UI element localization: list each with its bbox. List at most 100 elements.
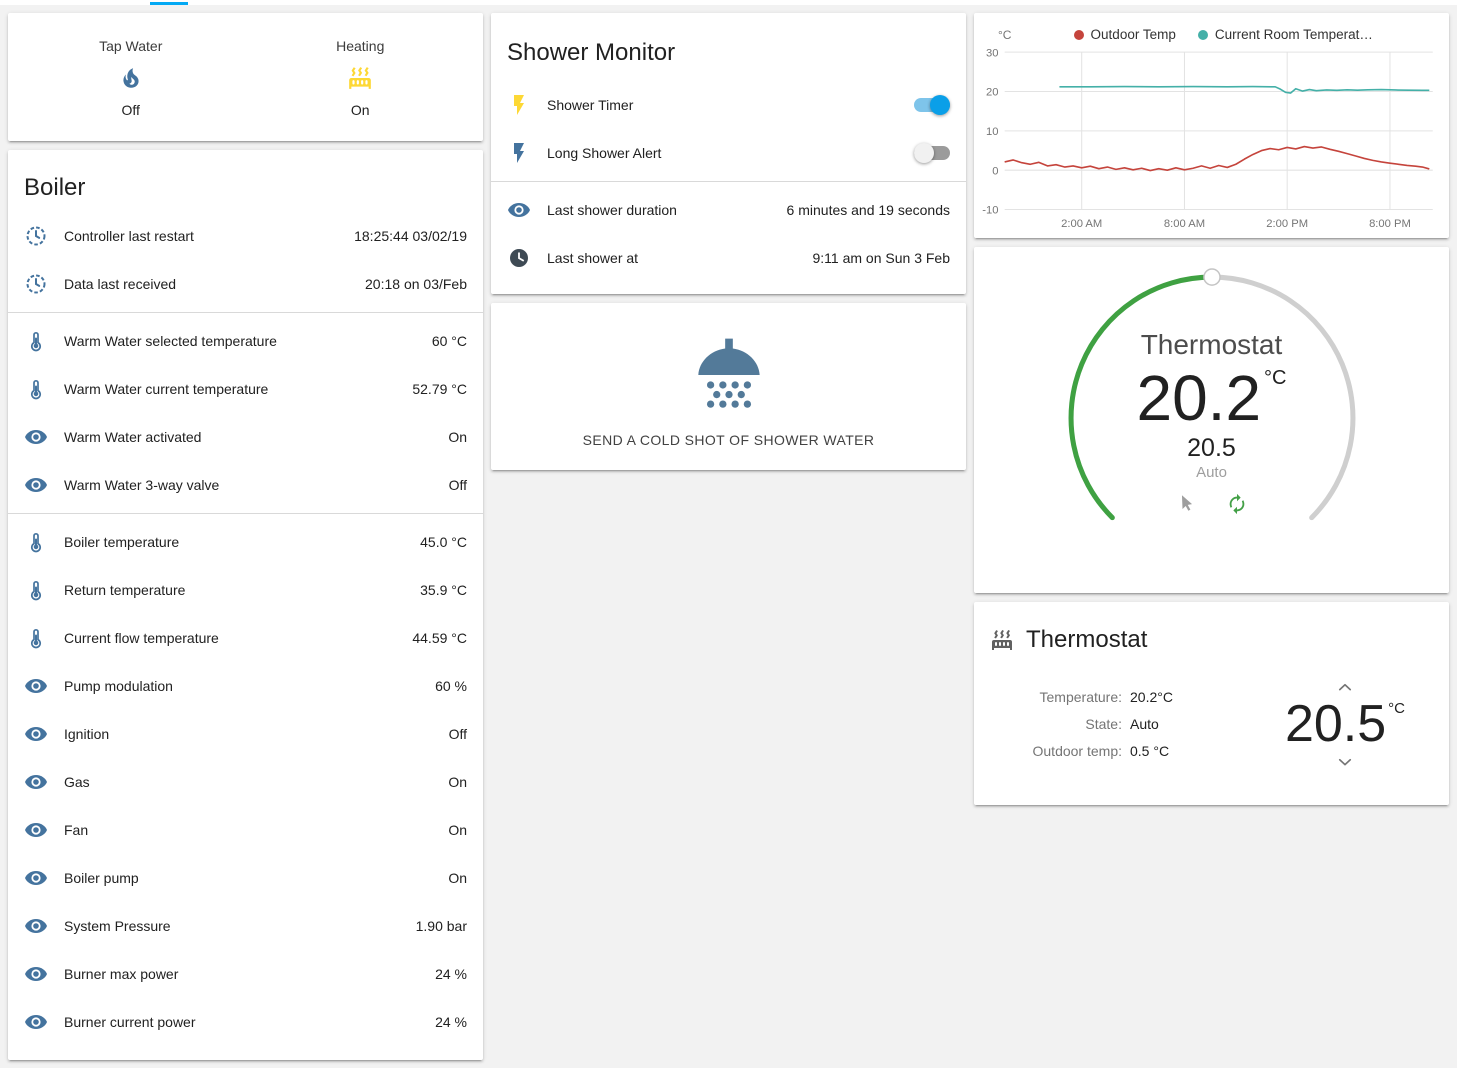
legend-dot-outdoor bbox=[1073, 29, 1084, 40]
entity-label: Ignition bbox=[64, 726, 110, 742]
chart-unit-label: °C bbox=[998, 27, 1012, 42]
entity-row-warm-water-selected-temp[interactable]: Warm Water selected temperature 60 °C bbox=[8, 317, 483, 365]
entity-value: 35.9 °C bbox=[420, 582, 467, 598]
entity-row-boiler-pump[interactable]: Boiler pump On bbox=[8, 854, 483, 902]
dial-current-unit: °C bbox=[1264, 367, 1287, 390]
entity-row-controller-last-restart[interactable]: Controller last restart 18:25:44 03/02/1… bbox=[8, 212, 483, 260]
active-tab-indicator bbox=[150, 2, 188, 5]
progress-clock-icon bbox=[24, 272, 48, 296]
entity-value: 45.0 °C bbox=[420, 534, 467, 550]
toggle-row-shower-timer[interactable]: Shower Timer bbox=[491, 81, 966, 129]
divider bbox=[8, 513, 483, 514]
legend-item-room-temp: Current Room Temperat… bbox=[1197, 27, 1373, 42]
glance-card: Tap Water Off Heating On bbox=[8, 13, 483, 141]
entity-row-warm-water-current-temp[interactable]: Warm Water current temperature 52.79 °C bbox=[8, 365, 483, 413]
dial-current-value: 20.2 bbox=[1136, 362, 1262, 435]
manual-mode-cursor-icon[interactable] bbox=[1176, 493, 1198, 515]
toggle-knob bbox=[914, 143, 934, 163]
toggle-row-long-shower-alert[interactable]: Long Shower Alert bbox=[491, 129, 966, 177]
entity-value: 6 minutes and 19 seconds bbox=[786, 202, 950, 218]
entity-label: Burner max power bbox=[64, 966, 179, 982]
entity-row-burner-current-power[interactable]: Burner current power 24 % bbox=[8, 998, 483, 1046]
entity-row-warm-water-activated[interactable]: Warm Water activated On bbox=[8, 413, 483, 461]
thermostat-card-body: Temperature: 20.2°C State: Auto Outdoor … bbox=[974, 662, 1449, 805]
entity-row-data-last-received[interactable]: Data last received 20:18 on 03/Feb bbox=[8, 260, 483, 308]
entity-row-last-shower-duration[interactable]: Last shower duration 6 minutes and 19 se… bbox=[491, 186, 966, 234]
column-right: °C Outdoor Temp Current Room Temperat… 3… bbox=[974, 13, 1449, 806]
divider bbox=[491, 181, 966, 182]
entity-row-ignition[interactable]: Ignition Off bbox=[8, 710, 483, 758]
entity-value: Off bbox=[448, 726, 467, 742]
entity-value: 1.90 bar bbox=[415, 918, 467, 934]
entity-row-burner-max-power[interactable]: Burner max power 24 % bbox=[8, 950, 483, 998]
flash-icon bbox=[507, 141, 531, 165]
entity-label: Shower Timer bbox=[547, 97, 634, 113]
flash-icon bbox=[507, 93, 531, 117]
thermostat-card-title: Thermostat bbox=[1026, 626, 1148, 654]
thermostat-card-header: Thermostat bbox=[974, 602, 1449, 662]
toggle-knob bbox=[930, 95, 950, 115]
entity-row-boiler-temperature[interactable]: Boiler temperature 45.0 °C bbox=[8, 518, 483, 566]
entity-label: Data last received bbox=[64, 276, 177, 292]
chevron-down-icon[interactable] bbox=[1330, 753, 1360, 771]
entity-label: Gas bbox=[64, 774, 90, 790]
auto-mode-autorenew-icon[interactable] bbox=[1226, 493, 1248, 515]
entity-row-last-shower-at[interactable]: Last shower at 9:11 am on Sun 3 Feb bbox=[491, 234, 966, 282]
cold-shot-button-card[interactable]: SEND A COLD SHOT OF SHOWER WATER bbox=[491, 303, 966, 470]
svg-text:-10: -10 bbox=[982, 205, 998, 217]
thermometer-icon bbox=[24, 530, 48, 554]
dial-arc[interactable] bbox=[1061, 267, 1363, 569]
entity-value: Off bbox=[448, 477, 467, 493]
shower-timer-toggle[interactable] bbox=[914, 95, 950, 115]
legend-items: Outdoor Temp Current Room Temperat… bbox=[1011, 27, 1435, 42]
glance-label: Tap Water bbox=[99, 38, 163, 54]
attr-temperature: Temperature: 20.2°C bbox=[1014, 684, 1273, 711]
eye-icon bbox=[507, 198, 531, 222]
dial-target-temperature: 20.5 bbox=[1187, 434, 1236, 463]
entity-label: Fan bbox=[64, 822, 89, 838]
entity-value: 9:11 am on Sun 3 Feb bbox=[812, 250, 951, 266]
glance-item-heating[interactable]: Heating On bbox=[257, 38, 464, 118]
svg-text:30: 30 bbox=[986, 47, 998, 59]
entity-row-gas[interactable]: Gas On bbox=[8, 758, 483, 806]
legend-dot-room bbox=[1197, 29, 1208, 40]
entity-row-pump-modulation[interactable]: Pump modulation 60 % bbox=[8, 662, 483, 710]
entity-row-system-pressure[interactable]: System Pressure 1.90 bar bbox=[8, 902, 483, 950]
dial-content: Thermostat 20.2 °C 20.5 Auto bbox=[1061, 267, 1363, 569]
entity-value: 44.59 °C bbox=[412, 630, 467, 646]
entity-label: Boiler pump bbox=[64, 870, 139, 886]
dial-mode-label: Auto bbox=[1196, 464, 1227, 482]
entity-row-current-flow-temperature[interactable]: Current flow temperature 44.59 °C bbox=[8, 614, 483, 662]
radiator-icon bbox=[990, 628, 1014, 652]
entity-value: 60 % bbox=[435, 678, 467, 694]
eye-icon bbox=[24, 962, 48, 986]
glance-label: Heating bbox=[336, 38, 385, 54]
eye-icon bbox=[24, 425, 48, 449]
entity-label: Warm Water activated bbox=[64, 429, 202, 445]
fire-icon bbox=[118, 65, 144, 91]
thermometer-icon bbox=[24, 329, 48, 353]
thermostat-dial[interactable]: Thermostat 20.2 °C 20.5 Auto bbox=[1061, 267, 1363, 569]
long-shower-alert-toggle[interactable] bbox=[914, 143, 950, 163]
attr-label: Temperature: bbox=[1039, 689, 1122, 706]
entity-label: Warm Water 3-way valve bbox=[64, 477, 220, 493]
entity-row-return-temperature[interactable]: Return temperature 35.9 °C bbox=[8, 566, 483, 614]
chevron-up-icon[interactable] bbox=[1330, 678, 1360, 696]
attr-label: Outdoor temp: bbox=[1032, 743, 1123, 760]
glance-item-tap-water[interactable]: Tap Water Off bbox=[27, 38, 234, 118]
thermometer-icon bbox=[24, 377, 48, 401]
dial-handle[interactable] bbox=[1202, 268, 1221, 286]
legend-item-outdoor-temp: Outdoor Temp bbox=[1073, 27, 1176, 42]
entity-value: On bbox=[448, 870, 467, 886]
clock-icon bbox=[507, 246, 531, 270]
shower-monitor-card: Shower Monitor Shower Timer Long Shower … bbox=[491, 13, 966, 294]
eye-icon bbox=[24, 1010, 48, 1034]
entity-row-warm-water-3way-valve[interactable]: Warm Water 3-way valve Off bbox=[8, 461, 483, 509]
thermostat-dial-card: Thermostat 20.2 °C 20.5 Auto bbox=[974, 247, 1449, 594]
thermometer-icon bbox=[24, 578, 48, 602]
thermostat-attributes: Temperature: 20.2°C State: Auto Outdoor … bbox=[1014, 684, 1273, 765]
history-graph-card: °C Outdoor Temp Current Room Temperat… 3… bbox=[974, 13, 1449, 239]
entity-row-fan[interactable]: Fan On bbox=[8, 806, 483, 854]
entity-label: Long Shower Alert bbox=[547, 145, 662, 161]
svg-text:20: 20 bbox=[986, 87, 998, 99]
